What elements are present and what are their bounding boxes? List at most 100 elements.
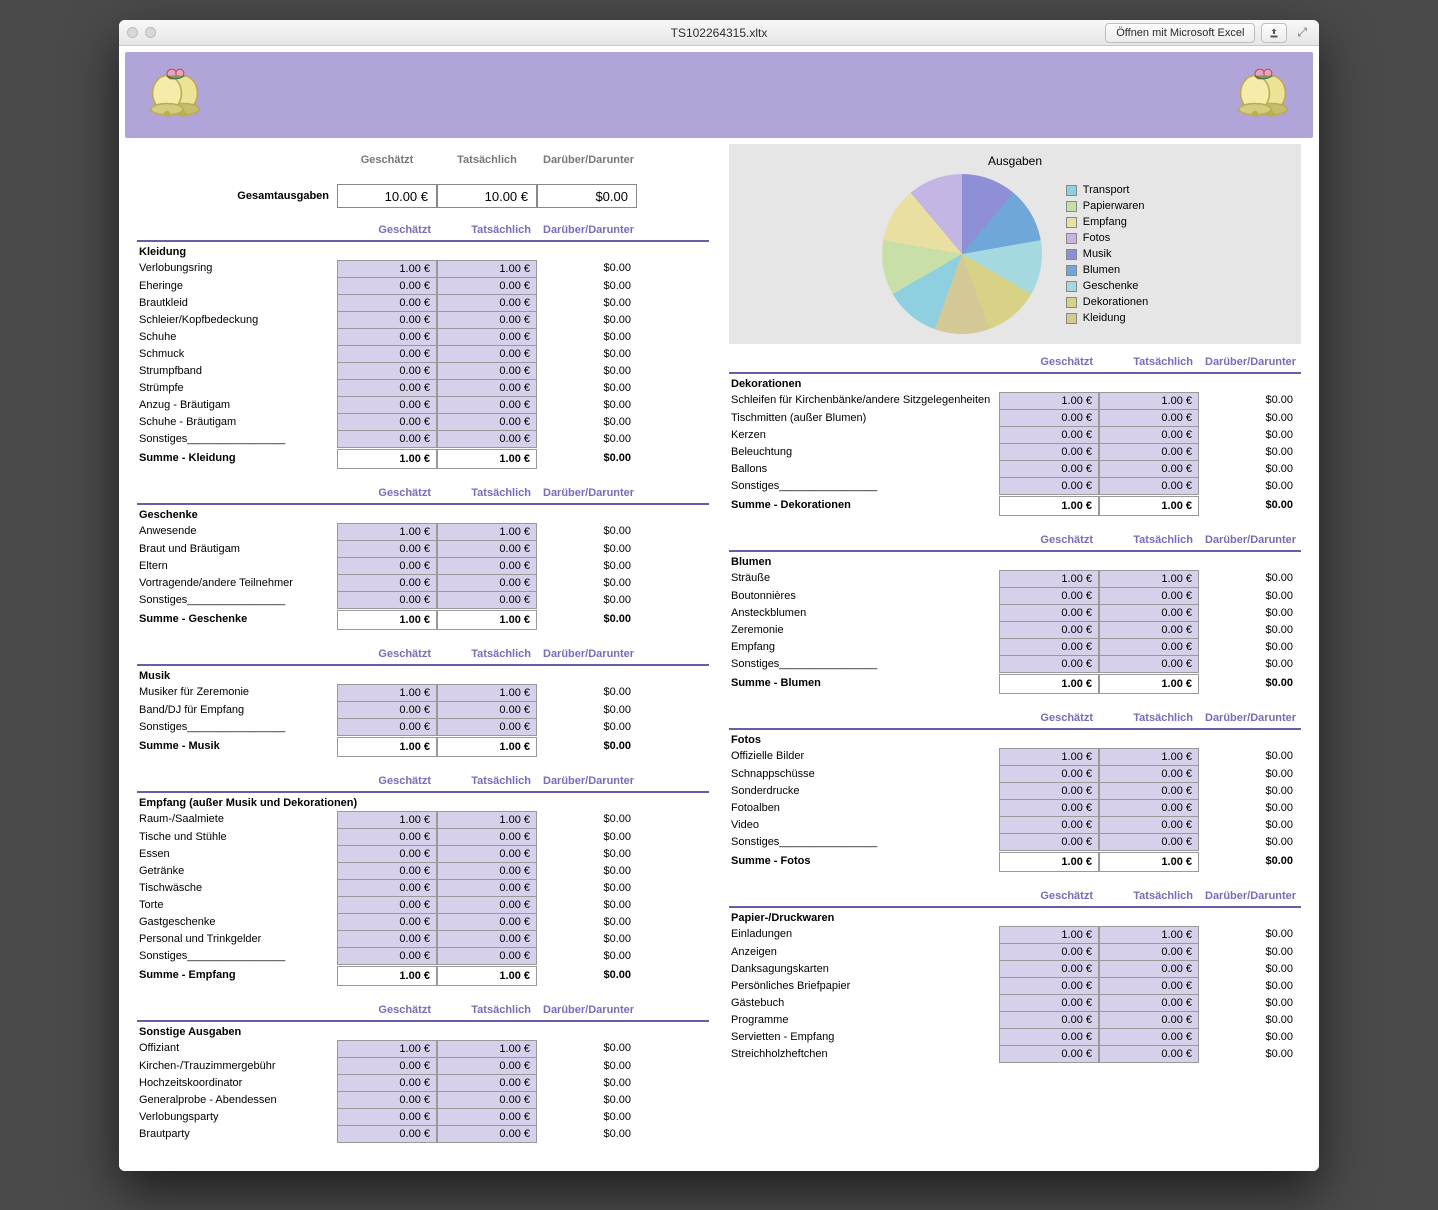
cell-est[interactable]: 0.00 € bbox=[999, 978, 1099, 995]
cell-act[interactable]: 0.00 € bbox=[437, 829, 537, 846]
cell-est[interactable]: 0.00 € bbox=[999, 800, 1099, 817]
cell-est[interactable]: 0.00 € bbox=[999, 444, 1099, 461]
cell-act[interactable]: 0.00 € bbox=[437, 948, 537, 965]
cell-act[interactable]: 0.00 € bbox=[437, 1109, 537, 1126]
cell-est[interactable]: 0.00 € bbox=[999, 427, 1099, 444]
cell-est[interactable]: 0.00 € bbox=[337, 575, 437, 592]
cell-act[interactable]: 0.00 € bbox=[1099, 461, 1199, 478]
cell-act[interactable]: 0.00 € bbox=[1099, 1046, 1199, 1063]
cell-est[interactable]: 0.00 € bbox=[337, 897, 437, 914]
cell-act[interactable]: 0.00 € bbox=[437, 1075, 537, 1092]
cell-act[interactable]: 0.00 € bbox=[1099, 766, 1199, 783]
cell-est[interactable]: 0.00 € bbox=[999, 961, 1099, 978]
cell-act[interactable]: 0.00 € bbox=[1099, 622, 1199, 639]
cell-est[interactable]: 0.00 € bbox=[337, 702, 437, 719]
cell-act[interactable]: 0.00 € bbox=[1099, 995, 1199, 1012]
cell-est[interactable]: 1.00 € bbox=[337, 811, 437, 829]
cell-est[interactable]: 1.00 € bbox=[337, 684, 437, 702]
cell-act[interactable]: 0.00 € bbox=[437, 719, 537, 736]
cell-est[interactable]: 0.00 € bbox=[337, 329, 437, 346]
cell-est[interactable]: 0.00 € bbox=[337, 380, 437, 397]
cell-act[interactable]: 0.00 € bbox=[437, 363, 537, 380]
cell-act[interactable]: 0.00 € bbox=[1099, 978, 1199, 995]
cell-est[interactable]: 1.00 € bbox=[999, 748, 1099, 766]
cell-act[interactable]: 0.00 € bbox=[1099, 656, 1199, 673]
cell-est[interactable]: 0.00 € bbox=[999, 783, 1099, 800]
cell-est[interactable]: 0.00 € bbox=[999, 410, 1099, 427]
cell-est[interactable]: 0.00 € bbox=[337, 363, 437, 380]
cell-est[interactable]: 0.00 € bbox=[337, 863, 437, 880]
cell-est[interactable]: 1.00 € bbox=[999, 926, 1099, 944]
cell-est[interactable]: 1.00 € bbox=[337, 523, 437, 541]
cell-act[interactable]: 0.00 € bbox=[437, 431, 537, 448]
cell-act[interactable]: 0.00 € bbox=[1099, 588, 1199, 605]
cell-act[interactable]: 0.00 € bbox=[437, 312, 537, 329]
cell-act[interactable]: 0.00 € bbox=[437, 1092, 537, 1109]
cell-act[interactable]: 0.00 € bbox=[437, 863, 537, 880]
totals-est[interactable]: 10.00 € bbox=[337, 184, 437, 208]
cell-act[interactable]: 0.00 € bbox=[437, 1126, 537, 1143]
cell-act[interactable]: 0.00 € bbox=[1099, 834, 1199, 851]
cell-act[interactable]: 0.00 € bbox=[1099, 783, 1199, 800]
cell-est[interactable]: 0.00 € bbox=[337, 1109, 437, 1126]
cell-act[interactable]: 0.00 € bbox=[437, 397, 537, 414]
cell-est[interactable]: 0.00 € bbox=[999, 817, 1099, 834]
cell-act[interactable]: 1.00 € bbox=[1099, 926, 1199, 944]
cell-est[interactable]: 0.00 € bbox=[337, 431, 437, 448]
cell-act[interactable]: 0.00 € bbox=[437, 380, 537, 397]
cell-act[interactable]: 0.00 € bbox=[1099, 961, 1199, 978]
cell-act[interactable]: 0.00 € bbox=[1099, 478, 1199, 495]
cell-act[interactable]: 0.00 € bbox=[437, 897, 537, 914]
cell-est[interactable]: 0.00 € bbox=[999, 1046, 1099, 1063]
cell-act[interactable]: 0.00 € bbox=[437, 414, 537, 431]
cell-est[interactable]: 0.00 € bbox=[337, 346, 437, 363]
cell-act[interactable]: 0.00 € bbox=[1099, 639, 1199, 656]
cell-act[interactable]: 0.00 € bbox=[437, 931, 537, 948]
cell-act[interactable]: 0.00 € bbox=[437, 880, 537, 897]
cell-act[interactable]: 0.00 € bbox=[437, 846, 537, 863]
cell-est[interactable]: 0.00 € bbox=[337, 558, 437, 575]
cell-est[interactable]: 0.00 € bbox=[999, 1029, 1099, 1046]
cell-act[interactable]: 1.00 € bbox=[1099, 392, 1199, 410]
cell-est[interactable]: 0.00 € bbox=[337, 846, 437, 863]
cell-act[interactable]: 0.00 € bbox=[1099, 427, 1199, 444]
share-button[interactable] bbox=[1261, 23, 1287, 43]
totals-act[interactable]: 10.00 € bbox=[437, 184, 537, 208]
cell-est[interactable]: 1.00 € bbox=[999, 392, 1099, 410]
cell-act[interactable]: 1.00 € bbox=[437, 684, 537, 702]
cell-est[interactable]: 0.00 € bbox=[999, 1012, 1099, 1029]
cell-est[interactable]: 0.00 € bbox=[999, 944, 1099, 961]
cell-est[interactable]: 0.00 € bbox=[337, 880, 437, 897]
cell-act[interactable]: 1.00 € bbox=[437, 260, 537, 278]
cell-act[interactable]: 1.00 € bbox=[437, 1040, 537, 1058]
totals-diff[interactable]: $0.00 bbox=[537, 184, 637, 208]
cell-act[interactable]: 0.00 € bbox=[437, 541, 537, 558]
cell-est[interactable]: 0.00 € bbox=[337, 541, 437, 558]
cell-act[interactable]: 0.00 € bbox=[1099, 1029, 1199, 1046]
cell-est[interactable]: 0.00 € bbox=[337, 948, 437, 965]
cell-act[interactable]: 0.00 € bbox=[1099, 944, 1199, 961]
cell-act[interactable]: 0.00 € bbox=[437, 346, 537, 363]
cell-est[interactable]: 0.00 € bbox=[999, 639, 1099, 656]
cell-est[interactable]: 0.00 € bbox=[999, 995, 1099, 1012]
cell-est[interactable]: 0.00 € bbox=[337, 1058, 437, 1075]
cell-act[interactable]: 1.00 € bbox=[1099, 748, 1199, 766]
cell-est[interactable]: 0.00 € bbox=[999, 461, 1099, 478]
cell-est[interactable]: 0.00 € bbox=[337, 414, 437, 431]
cell-est[interactable]: 0.00 € bbox=[337, 1126, 437, 1143]
cell-act[interactable]: 0.00 € bbox=[1099, 444, 1199, 461]
cell-est[interactable]: 0.00 € bbox=[337, 397, 437, 414]
cell-est[interactable]: 0.00 € bbox=[999, 478, 1099, 495]
cell-est[interactable]: 0.00 € bbox=[999, 766, 1099, 783]
cell-act[interactable]: 0.00 € bbox=[437, 592, 537, 609]
cell-act[interactable]: 0.00 € bbox=[1099, 800, 1199, 817]
cell-act[interactable]: 0.00 € bbox=[437, 702, 537, 719]
cell-act[interactable]: 0.00 € bbox=[437, 1058, 537, 1075]
cell-act[interactable]: 0.00 € bbox=[1099, 1012, 1199, 1029]
cell-est[interactable]: 0.00 € bbox=[337, 1092, 437, 1109]
open-with-button[interactable]: Öffnen mit Microsoft Excel bbox=[1105, 23, 1255, 43]
cell-est[interactable]: 1.00 € bbox=[337, 260, 437, 278]
cell-est[interactable]: 0.00 € bbox=[337, 1075, 437, 1092]
cell-act[interactable]: 0.00 € bbox=[437, 914, 537, 931]
cell-act[interactable]: 0.00 € bbox=[437, 295, 537, 312]
